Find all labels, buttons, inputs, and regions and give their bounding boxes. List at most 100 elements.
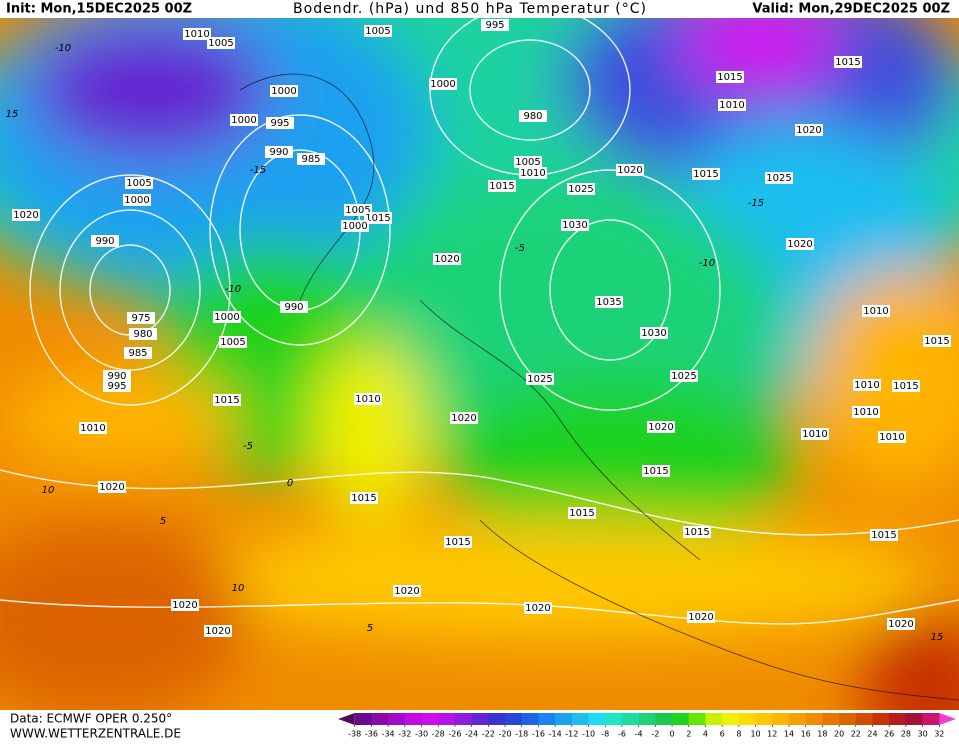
label-box — [98, 481, 126, 493]
isobar-label: 1020 — [648, 422, 673, 433]
isobar-label: 1005 — [208, 38, 233, 49]
isobar-label: 1010 — [854, 380, 879, 391]
colorbar-segment — [738, 713, 756, 725]
isobar-label: 1035 — [596, 297, 621, 308]
label-box — [692, 168, 720, 180]
isobar-label: 990 — [284, 302, 303, 313]
isobar-label: 1000 — [124, 195, 149, 206]
label-box — [642, 465, 670, 477]
label-box — [801, 428, 829, 440]
colorbar-segment — [588, 713, 606, 725]
colorbar-segment — [772, 713, 790, 725]
isobar-label: 1020 — [525, 603, 550, 614]
colorbar-tick-label: 10 — [750, 730, 760, 739]
label-box — [640, 327, 668, 339]
isobar-label: 1010 — [879, 432, 904, 443]
isobar-label: 1020 — [796, 125, 821, 136]
isobar-label: 1010 — [863, 306, 888, 317]
isobar-label: 1015 — [214, 395, 239, 406]
label-box — [204, 625, 232, 637]
colorbar-segment — [438, 713, 456, 725]
temperature-label: -10 — [55, 43, 71, 54]
label-box — [524, 602, 552, 614]
label-box — [878, 431, 906, 443]
isobar-label: 1015 — [569, 508, 594, 519]
isobar-label: 1005 — [126, 178, 151, 189]
temperature-label: -10 — [699, 258, 715, 269]
isobar-label: 1015 — [835, 57, 860, 68]
colorbar-segment — [855, 713, 873, 725]
colorbar-segment — [905, 713, 923, 725]
label-box — [923, 335, 951, 347]
colorbar-segment — [889, 713, 907, 725]
label-box — [341, 220, 369, 232]
isobar-label: 980 — [133, 329, 152, 340]
temperature-label: -15 — [250, 165, 266, 176]
isobar-label: 1015 — [924, 336, 949, 347]
isobar-label: 1015 — [445, 537, 470, 548]
colorbar-segment — [521, 713, 539, 725]
colorbar-segment — [822, 713, 840, 725]
label-box — [519, 167, 547, 179]
label-box — [687, 611, 715, 623]
colorbar-segment — [371, 713, 389, 725]
label-box — [79, 422, 107, 434]
colorbar-tick-label: -10 — [582, 730, 595, 739]
colorbar-segment — [388, 713, 406, 725]
label-box — [207, 37, 235, 49]
label-box — [129, 328, 157, 340]
website: WWW.WETTERZENTRALE.DE — [10, 727, 181, 741]
label-box — [568, 507, 596, 519]
isobar-label: 975 — [131, 313, 150, 324]
label-box — [488, 180, 516, 192]
isobar-label: 1020 — [451, 413, 476, 424]
label-box — [616, 164, 644, 176]
colorbar-tick-label: -6 — [618, 730, 626, 739]
isobar-label: 1015 — [717, 72, 742, 83]
isobar-label: 1010 — [355, 394, 380, 405]
colorbar-tick-label: -2 — [651, 730, 659, 739]
isobar-label: 1025 — [527, 374, 552, 385]
label-box — [514, 156, 542, 168]
label-box — [834, 56, 862, 68]
isobar-label: 1015 — [684, 527, 709, 538]
colorbar-tick-label: -36 — [365, 730, 378, 739]
isobar-label: 990 — [95, 236, 114, 247]
colorbar-segment — [805, 713, 823, 725]
colorbar-tick-label: -8 — [601, 730, 609, 739]
temperature-label: -10 — [225, 284, 241, 295]
colorbar-tick-label: -26 — [448, 730, 461, 739]
isobar-label: 1010 — [184, 29, 209, 40]
colorbar-segment — [488, 713, 506, 725]
init-time: Init: Mon,15DEC2025 00Z — [6, 2, 192, 17]
isobar-label: 995 — [107, 381, 126, 392]
temperature-label: 10 — [42, 485, 55, 496]
data-source: Data: ECMWF OPER 0.250° — [10, 712, 172, 726]
colorbar-tick-label: 2 — [686, 730, 691, 739]
isobar-label: 1020 — [394, 586, 419, 597]
label-box — [230, 114, 258, 126]
isobar-label: 1020 — [688, 612, 713, 623]
colorbar-tick-label: -22 — [482, 730, 495, 739]
temperature-label: -15 — [748, 198, 764, 209]
colorbar-segment — [788, 713, 806, 725]
colorbar-tick-label: 12 — [767, 730, 777, 739]
colorbar-segment — [421, 713, 439, 725]
colorbar-tick-label: -20 — [498, 730, 511, 739]
temperature-label: 15 — [6, 109, 19, 120]
label-box — [393, 585, 421, 597]
isobar-label: 1015 — [871, 530, 896, 541]
isobar-label: 1010 — [853, 407, 878, 418]
isobar-label: 1000 — [214, 312, 239, 323]
colorbar-tick-label: -32 — [398, 730, 411, 739]
label-box — [481, 19, 509, 31]
isobar-label: 1005 — [515, 157, 540, 168]
isobar-label: 995 — [270, 118, 289, 129]
colorbar-segment — [722, 713, 740, 725]
colorbar-arrow — [939, 713, 956, 725]
isobar-label: 1000 — [342, 221, 367, 232]
isobar-label: 990 — [269, 147, 288, 158]
label-box — [870, 529, 898, 541]
label-box — [354, 393, 382, 405]
isobar-label: 985 — [128, 348, 147, 359]
